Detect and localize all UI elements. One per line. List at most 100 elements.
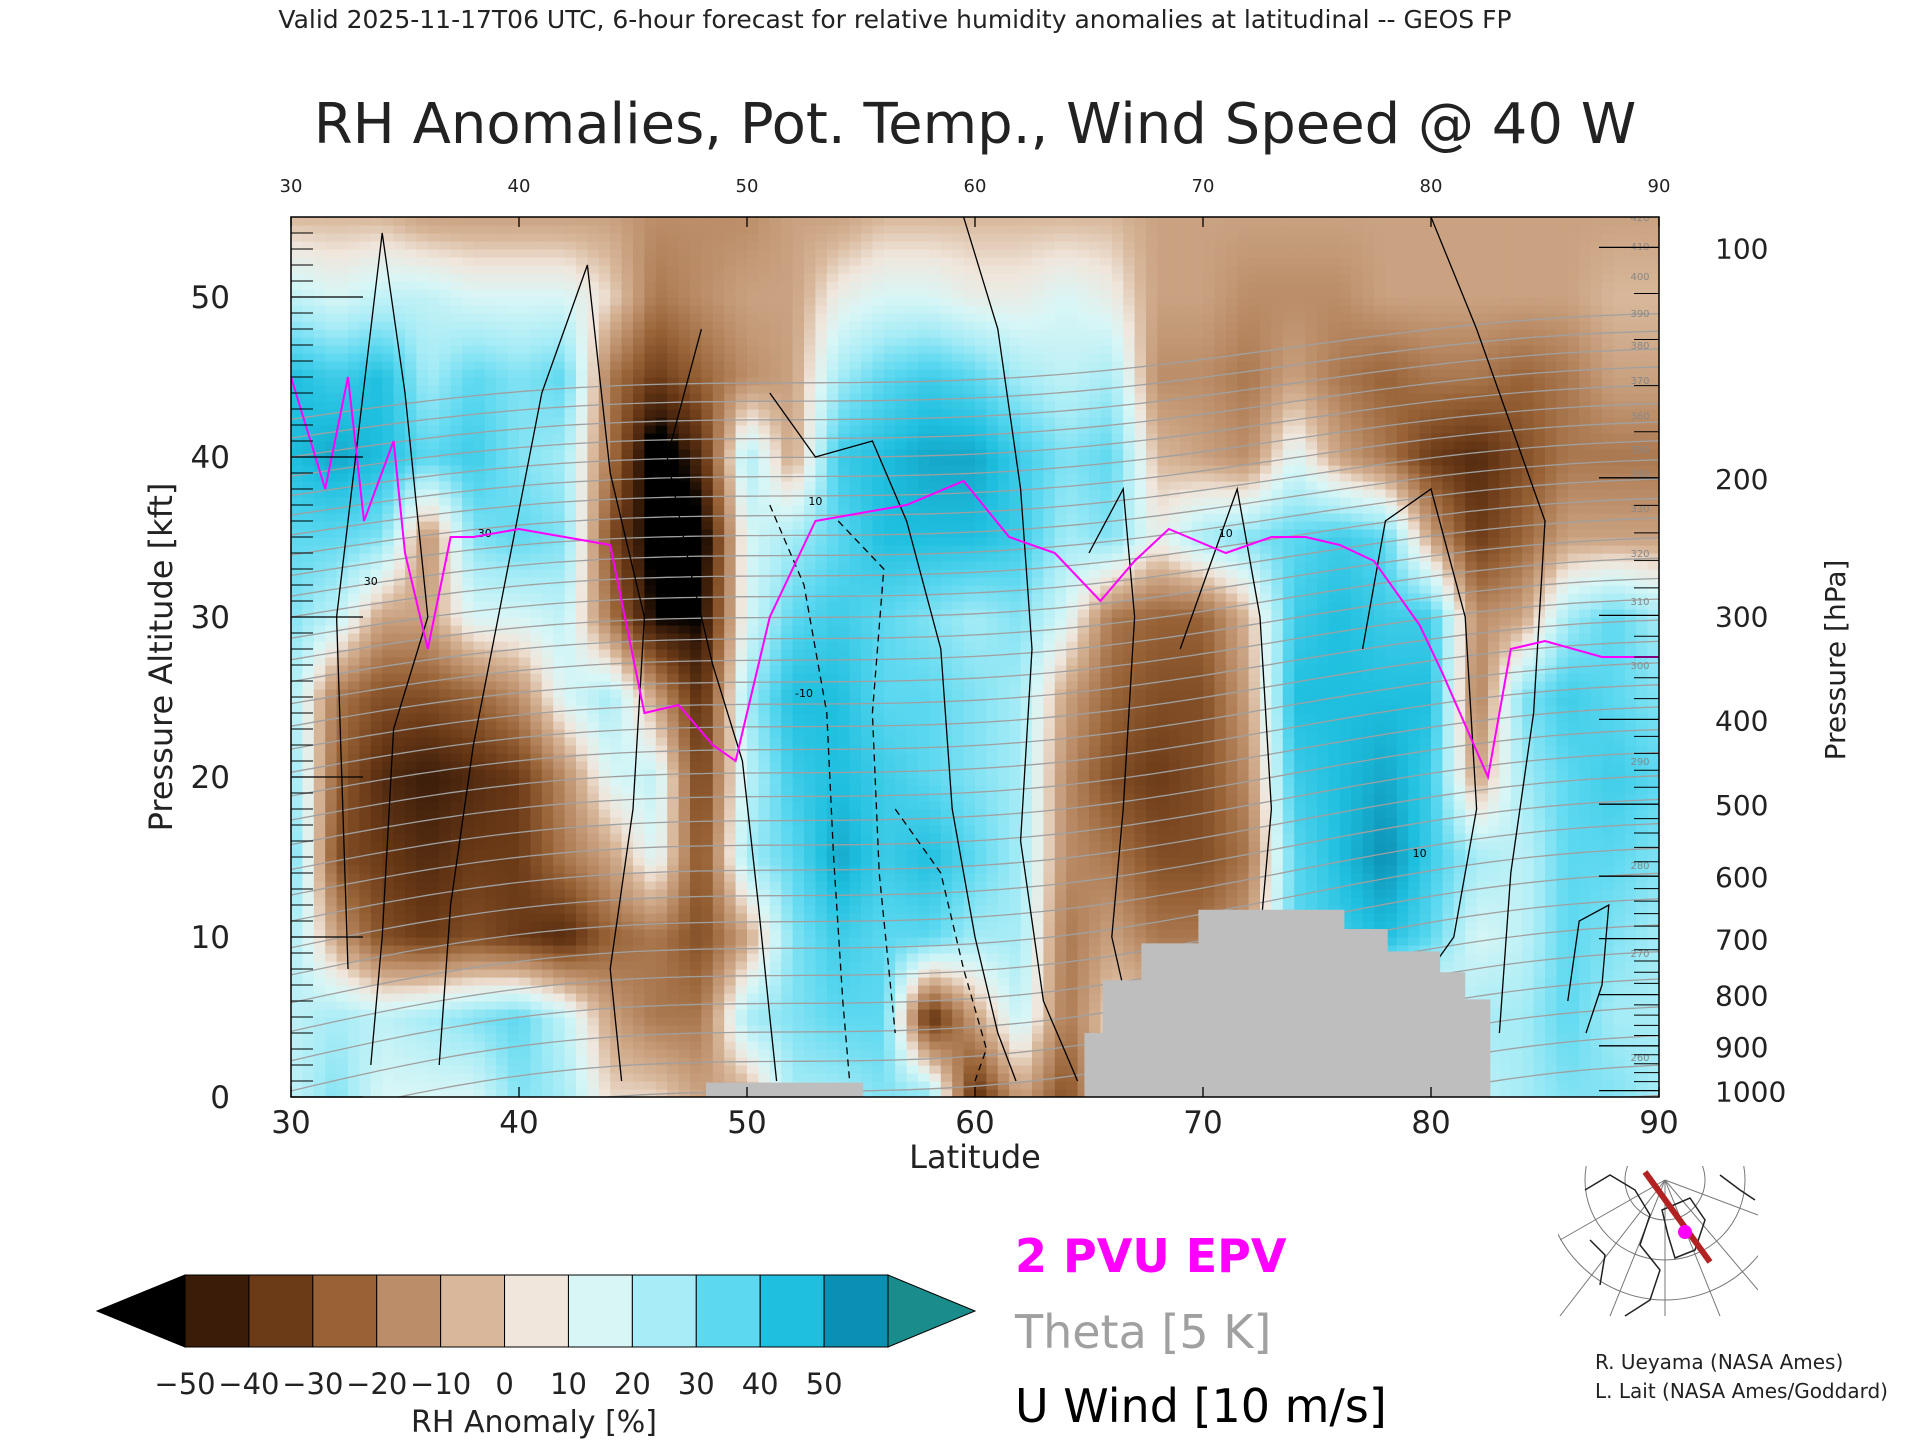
heatmap-cell	[359, 1025, 372, 1034]
heatmap-cell	[576, 233, 588, 242]
heatmap-cell	[667, 745, 680, 754]
heatmap-cell	[701, 721, 714, 730]
heatmap-cell	[701, 713, 714, 722]
heatmap-cell	[439, 441, 452, 450]
heatmap-cell	[439, 873, 452, 882]
heatmap-cell	[450, 689, 463, 698]
heatmap-cell	[393, 673, 406, 682]
heatmap-cell	[427, 825, 440, 834]
heatmap-cell	[655, 265, 668, 274]
heatmap-cell	[792, 289, 805, 298]
heatmap-cell	[735, 1073, 748, 1082]
heatmap-cell	[496, 513, 509, 522]
heatmap-cell	[336, 897, 349, 906]
heatmap-cell	[473, 609, 486, 618]
heatmap-cell	[655, 825, 668, 834]
heatmap-cell	[576, 329, 588, 338]
heatmap-cell	[758, 937, 771, 946]
heatmap-cell	[769, 961, 782, 970]
heatmap-cell	[781, 809, 794, 818]
heatmap-cell	[462, 433, 474, 442]
heatmap-cell	[667, 257, 680, 266]
heatmap-cell	[781, 377, 794, 386]
heatmap-cell	[370, 985, 383, 994]
heatmap-cell	[496, 417, 509, 426]
heatmap-cell	[564, 1033, 577, 1042]
heatmap-cell	[496, 537, 509, 546]
heatmap-cell	[473, 337, 486, 346]
heatmap-cell	[348, 657, 360, 666]
heatmap-cell	[462, 681, 474, 690]
heatmap-cell	[496, 577, 509, 586]
heatmap-cell	[302, 449, 315, 458]
heatmap-cell	[633, 425, 645, 434]
heatmap-cell	[701, 777, 714, 786]
heatmap-cell	[576, 537, 588, 546]
heatmap-cell	[712, 337, 725, 346]
heatmap-cell	[724, 329, 737, 338]
heatmap-cell	[553, 361, 566, 370]
heatmap-cell	[462, 321, 474, 330]
heatmap-cell	[313, 649, 326, 658]
heatmap-cell	[507, 377, 520, 386]
heatmap-cell	[405, 1033, 417, 1042]
heatmap-cell	[667, 721, 680, 730]
heatmap-cell	[439, 449, 452, 458]
heatmap-cell	[690, 761, 702, 770]
heatmap-cell	[439, 817, 452, 826]
heatmap-cell	[530, 449, 543, 458]
heatmap-cell	[530, 705, 543, 714]
heatmap-cell	[758, 433, 771, 442]
heatmap-cell	[348, 369, 360, 378]
heatmap-cell	[792, 217, 805, 226]
heatmap-cell	[450, 889, 463, 898]
heatmap-cell	[655, 841, 668, 850]
heatmap-cell	[405, 241, 417, 250]
heatmap-cell	[291, 929, 303, 938]
heatmap-cell	[781, 329, 794, 338]
heatmap-cell	[313, 841, 326, 850]
heatmap-cell	[781, 825, 794, 834]
heatmap-cell	[507, 433, 520, 442]
heatmap-cell	[781, 673, 794, 682]
heatmap-cell	[644, 777, 657, 786]
heatmap-cell	[302, 337, 315, 346]
heatmap-cell	[427, 393, 440, 402]
heatmap-cell	[541, 761, 554, 770]
heatmap-cell	[747, 945, 759, 954]
heatmap-cell	[541, 281, 554, 290]
heatmap-cell	[701, 889, 714, 898]
heatmap-cell	[690, 625, 702, 634]
heatmap-cell	[313, 713, 326, 722]
heatmap-cell	[747, 233, 759, 242]
heatmap-cell	[348, 545, 360, 554]
heatmap-cell	[769, 1033, 782, 1042]
heatmap-cell	[758, 953, 771, 962]
heatmap-cell	[416, 929, 429, 938]
valid-time-caption: Valid 2025-11-17T06 UTC, 6-hour forecast…	[278, 5, 1511, 34]
heatmap-cell	[610, 1073, 623, 1082]
heatmap-cell	[370, 393, 383, 402]
heatmap-cell	[291, 529, 303, 538]
heatmap-cell	[712, 433, 725, 442]
heatmap-cell	[598, 465, 611, 474]
heatmap-cell	[496, 633, 509, 642]
heatmap-cell	[644, 705, 657, 714]
heatmap-cell	[655, 601, 668, 610]
heatmap-cell	[633, 1081, 645, 1090]
heatmap-cell	[621, 217, 634, 226]
heatmap-cell	[667, 921, 680, 930]
heatmap-cell	[792, 577, 805, 586]
heatmap-cell	[724, 1065, 737, 1074]
heatmap-cell	[781, 569, 794, 578]
heatmap-cell	[496, 657, 509, 666]
heatmap-cell	[735, 617, 748, 626]
heatmap-cell	[633, 441, 645, 450]
heatmap-cell	[576, 753, 588, 762]
heatmap-cell	[291, 681, 303, 690]
heatmap-cell	[507, 745, 520, 754]
heatmap-cell	[690, 321, 702, 330]
heatmap-cell	[325, 1041, 338, 1050]
heatmap-cell	[382, 513, 395, 522]
heatmap-cell	[336, 345, 349, 354]
